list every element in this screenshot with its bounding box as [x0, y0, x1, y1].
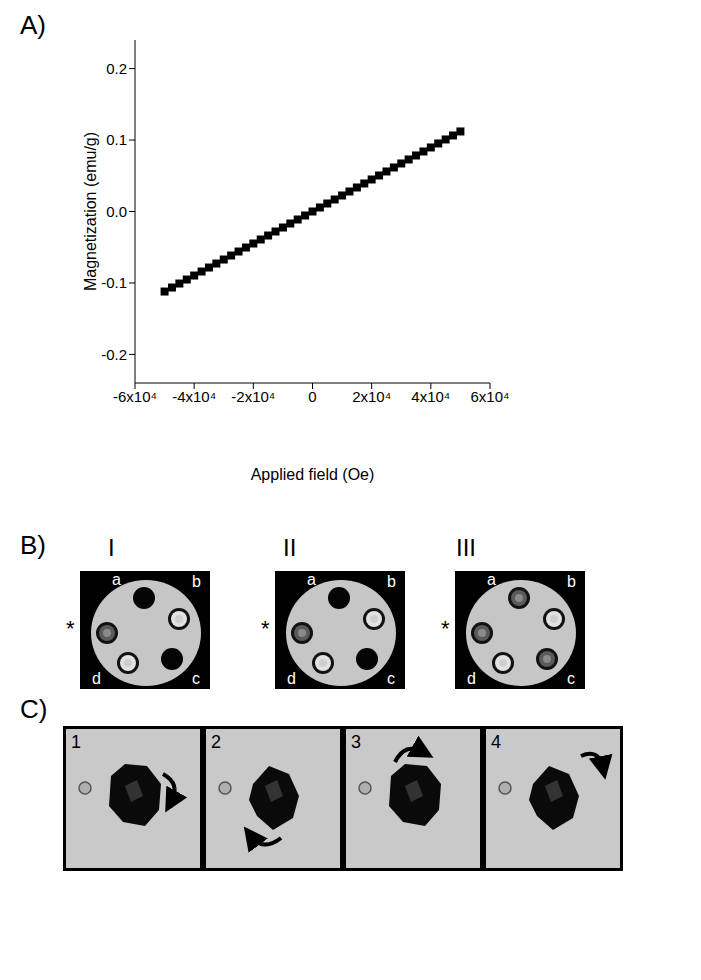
html-text:C): C) [20, 694, 48, 724]
svg-text:-4x10⁴: -4x10⁴ [172, 388, 216, 405]
html-text:II: II [283, 534, 297, 561]
svg-text:c: c [387, 670, 395, 687]
html-text:A): A) [20, 10, 46, 40]
svg-text:Magnetization (emu/g): Magnetization (emu/g) [82, 132, 99, 291]
html-text:I: I [108, 534, 115, 561]
html-text:III: III [456, 534, 476, 561]
svg-text:2x10⁴: 2x10⁴ [352, 388, 391, 405]
svg-text:b: b [387, 573, 396, 590]
svg-text:a: a [307, 571, 316, 588]
html-text:B): B) [20, 530, 46, 560]
svg-text:c: c [567, 670, 575, 687]
svg-text:2: 2 [211, 732, 221, 752]
svg-text:-0.2: -0.2 [101, 346, 127, 363]
svg-text:b: b [567, 573, 576, 590]
svg-text:a: a [487, 571, 496, 588]
svg-text:0.2: 0.2 [106, 60, 127, 77]
svg-text:d: d [287, 670, 296, 687]
svg-text:b: b [192, 573, 201, 590]
svg-text:c: c [192, 670, 200, 687]
svg-text:4x10⁴: 4x10⁴ [411, 388, 450, 405]
svg-text:6x10⁴: 6x10⁴ [471, 388, 510, 405]
svg-text:0: 0 [308, 388, 316, 405]
svg-text:3: 3 [351, 732, 361, 752]
svg-text:d: d [467, 670, 476, 687]
svg-text:1: 1 [71, 732, 81, 752]
svg-text:Applied field (Oe): Applied field (Oe) [251, 466, 375, 483]
svg-text:4: 4 [491, 732, 501, 752]
svg-text:0.1: 0.1 [106, 131, 127, 148]
svg-text:a: a [112, 571, 121, 588]
svg-text:-2x10⁴: -2x10⁴ [231, 388, 275, 405]
svg-text:-0.1: -0.1 [101, 274, 127, 291]
svg-text:0.0: 0.0 [106, 203, 127, 220]
svg-text:d: d [92, 670, 101, 687]
svg-text:-6x10⁴: -6x10⁴ [113, 388, 157, 405]
